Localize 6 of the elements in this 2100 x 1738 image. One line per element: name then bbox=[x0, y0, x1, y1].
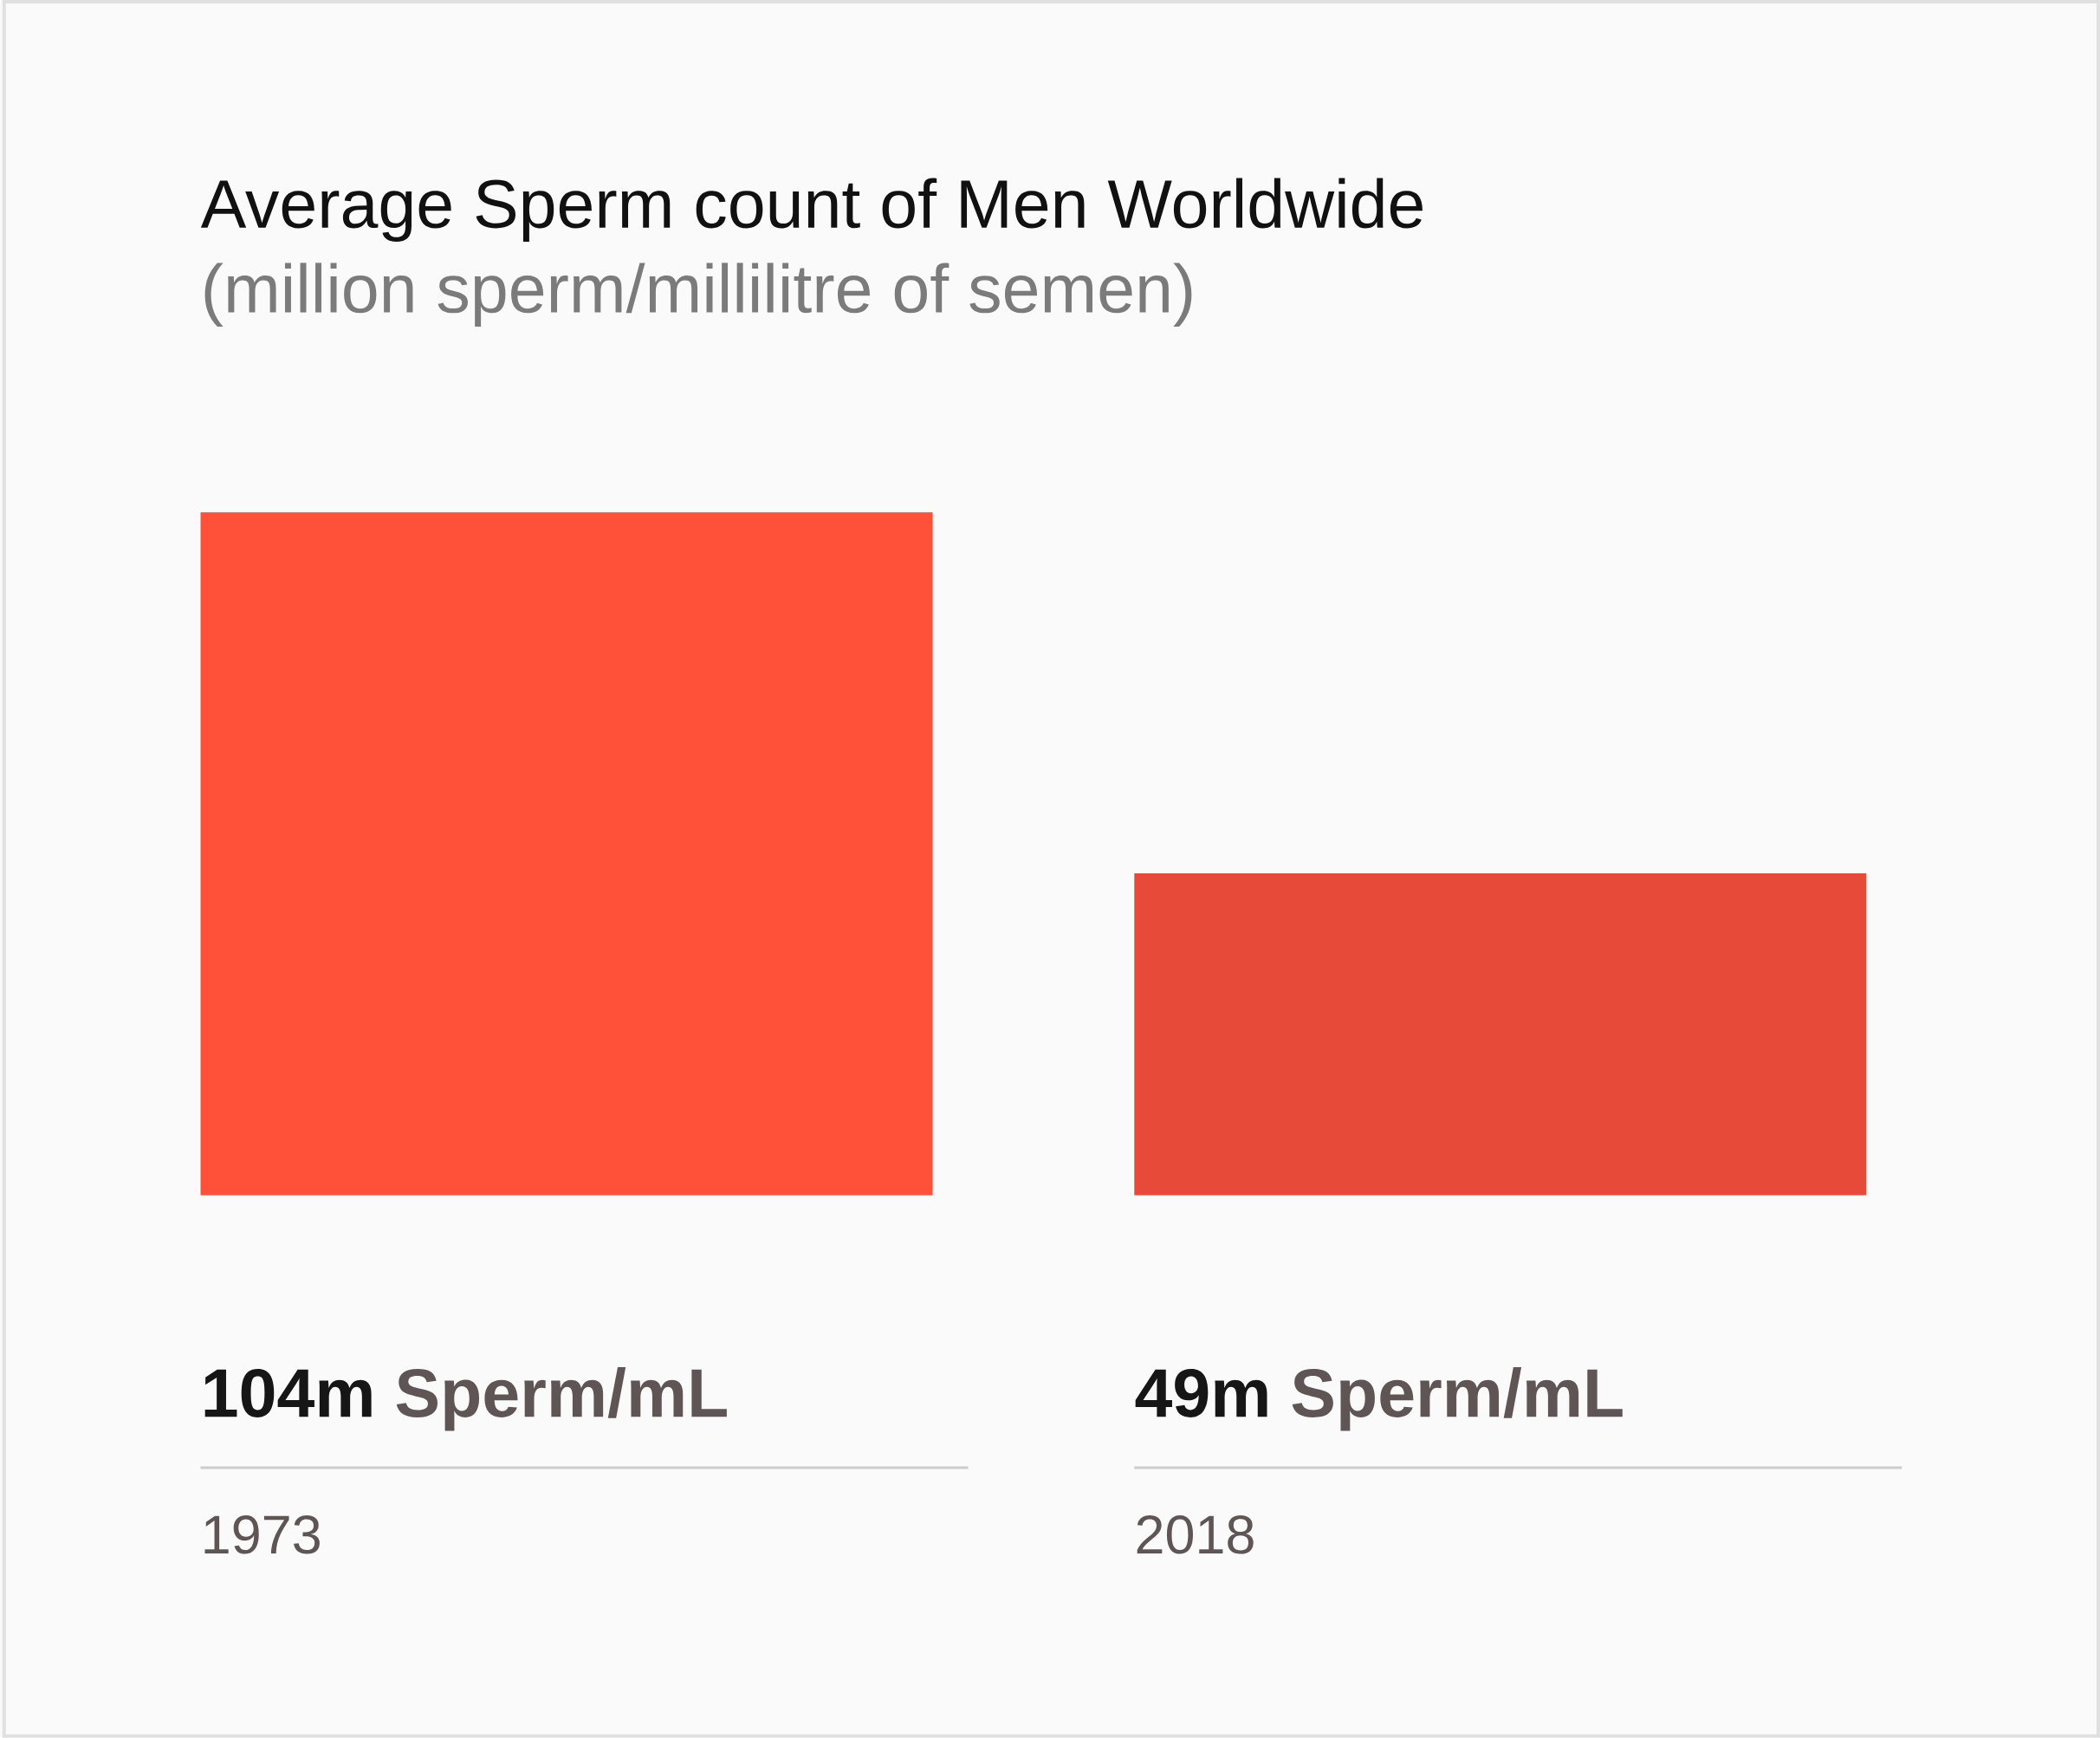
x-tick-label: 1973 bbox=[204, 1515, 320, 1554]
chart-subtitle: (million sperm/millilitre of semen) bbox=[204, 263, 1192, 327]
data-label: 104m Sperm/mL bbox=[204, 1367, 727, 1431]
data-label: 49m Sperm/mL bbox=[1135, 1367, 1623, 1431]
chart-title: Average Sperm count of Men Worldwide bbox=[200, 178, 1423, 243]
x-tick-label: 2018 bbox=[1137, 1515, 1254, 1554]
